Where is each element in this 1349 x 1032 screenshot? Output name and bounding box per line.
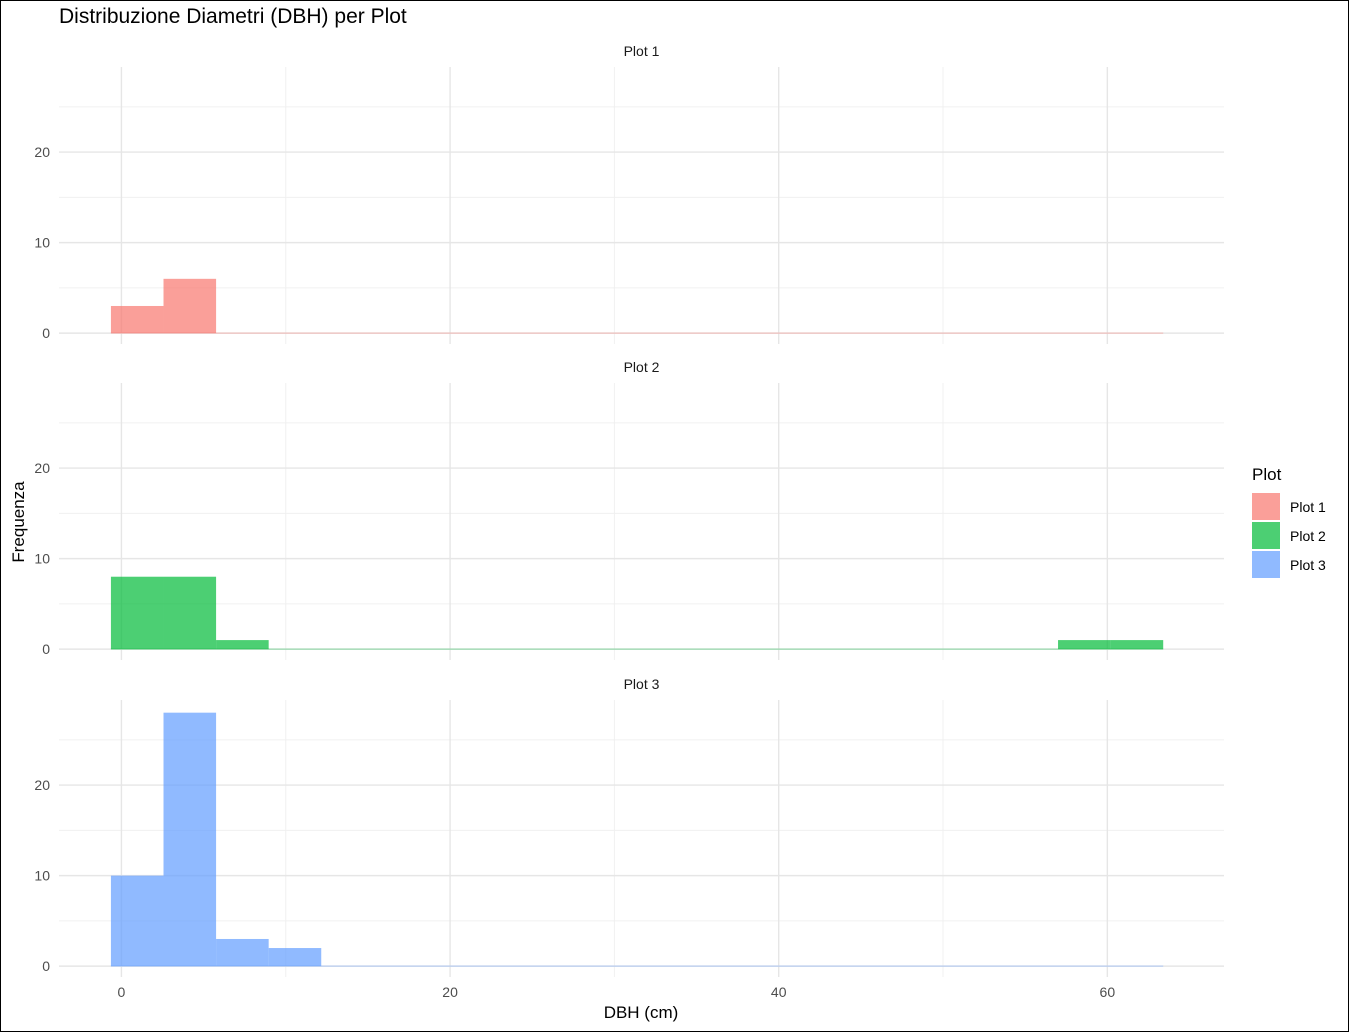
chart-title: Distribuzione Diametri (DBH) per Plot — [59, 5, 407, 28]
y-axis-title: Frequenza — [9, 481, 28, 563]
gridlines — [59, 383, 1224, 660]
histogram-bar — [110, 576, 164, 650]
y-tick-label: 10 — [34, 868, 50, 884]
legend-swatch — [1252, 493, 1280, 520]
gridlines — [59, 67, 1224, 344]
facet-panel-3: Plot 3 0 10 20 — [34, 676, 1224, 977]
histogram-bar — [163, 278, 217, 334]
legend-item: Plot 3 — [1252, 551, 1326, 578]
histogram-bar — [268, 948, 322, 967]
legend: Plot Plot 1 Plot 2 Plot 3 — [1252, 465, 1326, 578]
histogram-bars — [110, 576, 1164, 650]
legend-swatch — [1252, 522, 1280, 549]
histogram-bars — [110, 712, 322, 967]
histogram-bar — [216, 640, 269, 650]
gridlines — [59, 700, 1224, 977]
y-tick-label: 10 — [34, 551, 50, 567]
facet-strip-label: Plot 1 — [624, 43, 660, 59]
histogram-bar — [163, 576, 217, 650]
facet-panels: Plot 1 0 10 20 Plot 2 0 10 20 Plot 3 0 10 20 0 20 40 60 — [34, 43, 1224, 1000]
histogram-bar — [110, 875, 164, 967]
legend-swatch — [1252, 551, 1280, 578]
facet-panel-1: Plot 1 0 10 20 — [34, 43, 1224, 344]
legend-title: Plot — [1252, 465, 1282, 484]
y-tick-label: 0 — [42, 958, 50, 974]
facet-panel-2: Plot 2 0 10 20 — [34, 359, 1224, 660]
facet-strip-label: Plot 2 — [624, 359, 660, 375]
histogram-bar — [1110, 640, 1164, 650]
x-tick-label: 40 — [771, 984, 787, 1000]
facet-strip-label: Plot 3 — [624, 676, 660, 692]
histogram-bar — [110, 305, 164, 334]
histogram-bars — [110, 278, 217, 334]
legend-item: Plot 2 — [1252, 522, 1326, 549]
x-tick-label: 20 — [442, 984, 458, 1000]
x-axis-title: DBH (cm) — [604, 1003, 679, 1022]
x-tick-label: 0 — [118, 984, 126, 1000]
histogram-bar — [216, 938, 269, 967]
histogram-bar — [163, 712, 217, 967]
y-tick-label: 20 — [34, 777, 50, 793]
legend-label: Plot 1 — [1290, 499, 1326, 515]
legend-label: Plot 2 — [1290, 528, 1326, 544]
histogram-bar — [1058, 640, 1111, 650]
legend-item: Plot 1 — [1252, 493, 1326, 520]
y-tick-label: 0 — [42, 641, 50, 657]
x-tick-label: 60 — [1100, 984, 1116, 1000]
y-tick-label: 20 — [34, 144, 50, 160]
legend-label: Plot 3 — [1290, 557, 1326, 573]
y-tick-label: 20 — [34, 460, 50, 476]
y-tick-label: 0 — [42, 325, 50, 341]
y-tick-label: 10 — [34, 235, 50, 251]
